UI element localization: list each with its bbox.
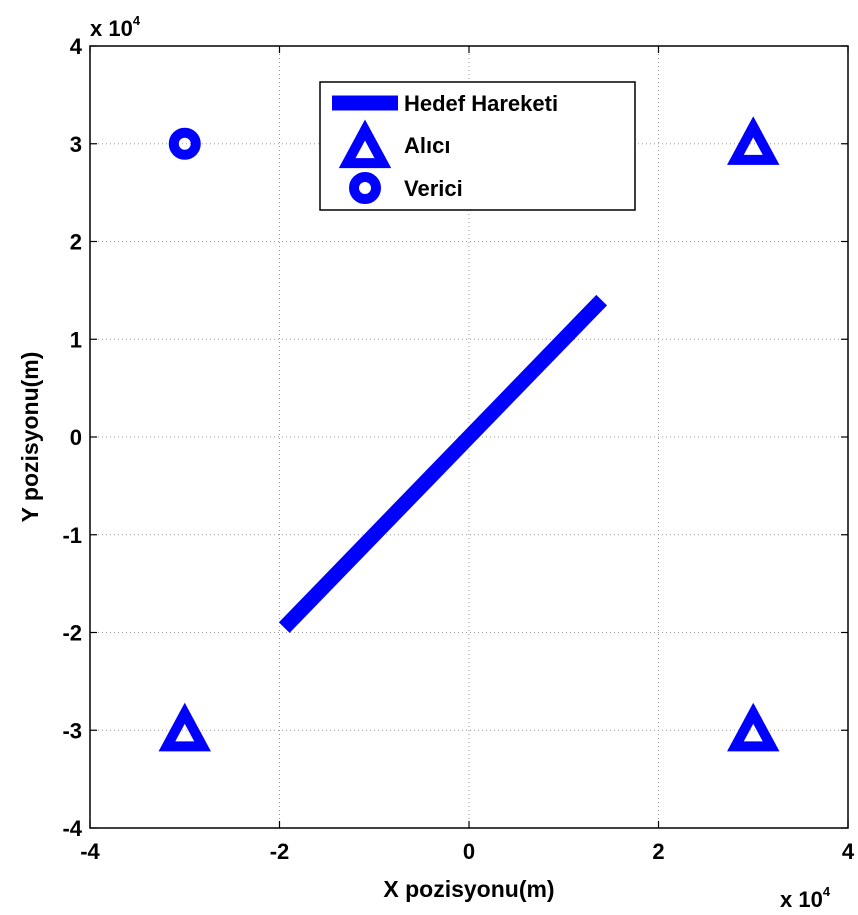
x-tick-label: -2 — [270, 839, 290, 864]
y-tick-label: -2 — [62, 621, 82, 646]
y-tick-label: 0 — [70, 425, 82, 450]
y-tick-label: 2 — [70, 230, 82, 255]
legend-triangle-swatch — [338, 119, 392, 169]
legend-circle-swatch — [349, 172, 381, 204]
x-axis-multiplier: x 104 — [780, 884, 831, 912]
y-tick-label: 1 — [70, 327, 82, 352]
legend: Hedef Hareketi Alıcı Verici — [319, 81, 636, 211]
receiver-marker — [727, 116, 780, 165]
y-axis-title: Y pozisyonu(m) — [17, 352, 43, 523]
x-tick-label: -4 — [80, 839, 100, 864]
legend-label: Verici — [404, 176, 463, 201]
legend-label: Alıcı — [404, 133, 450, 158]
y-tick-label: 3 — [70, 132, 82, 157]
y-tick-label: -4 — [62, 816, 82, 841]
legend-label: Hedef Hareketi — [404, 91, 558, 116]
ticks — [89, 45, 849, 829]
x-tick-labels: -4 -2 0 2 4 — [80, 839, 855, 864]
y-tick-label: 4 — [70, 34, 83, 59]
x-tick-label: 4 — [842, 839, 855, 864]
x-tick-label: 0 — [463, 839, 475, 864]
y-tick-label: -3 — [62, 718, 82, 743]
legend-items: Hedef Hareketi Alıcı Verici — [332, 91, 558, 204]
y-axis-multiplier: x 104 — [90, 13, 141, 41]
transmitter-marker — [168, 127, 201, 160]
receiver-marker — [727, 702, 780, 752]
data-series — [158, 116, 780, 752]
receiver-marker — [158, 702, 211, 752]
y-tick-labels: -4 -3 -2 -1 0 1 2 3 4 — [62, 34, 82, 841]
x-axis-title: X pozisyonu(m) — [383, 876, 554, 902]
y-tick-label: -1 — [62, 523, 82, 548]
target-path-line — [278, 294, 608, 633]
x-tick-label: 2 — [652, 839, 664, 864]
